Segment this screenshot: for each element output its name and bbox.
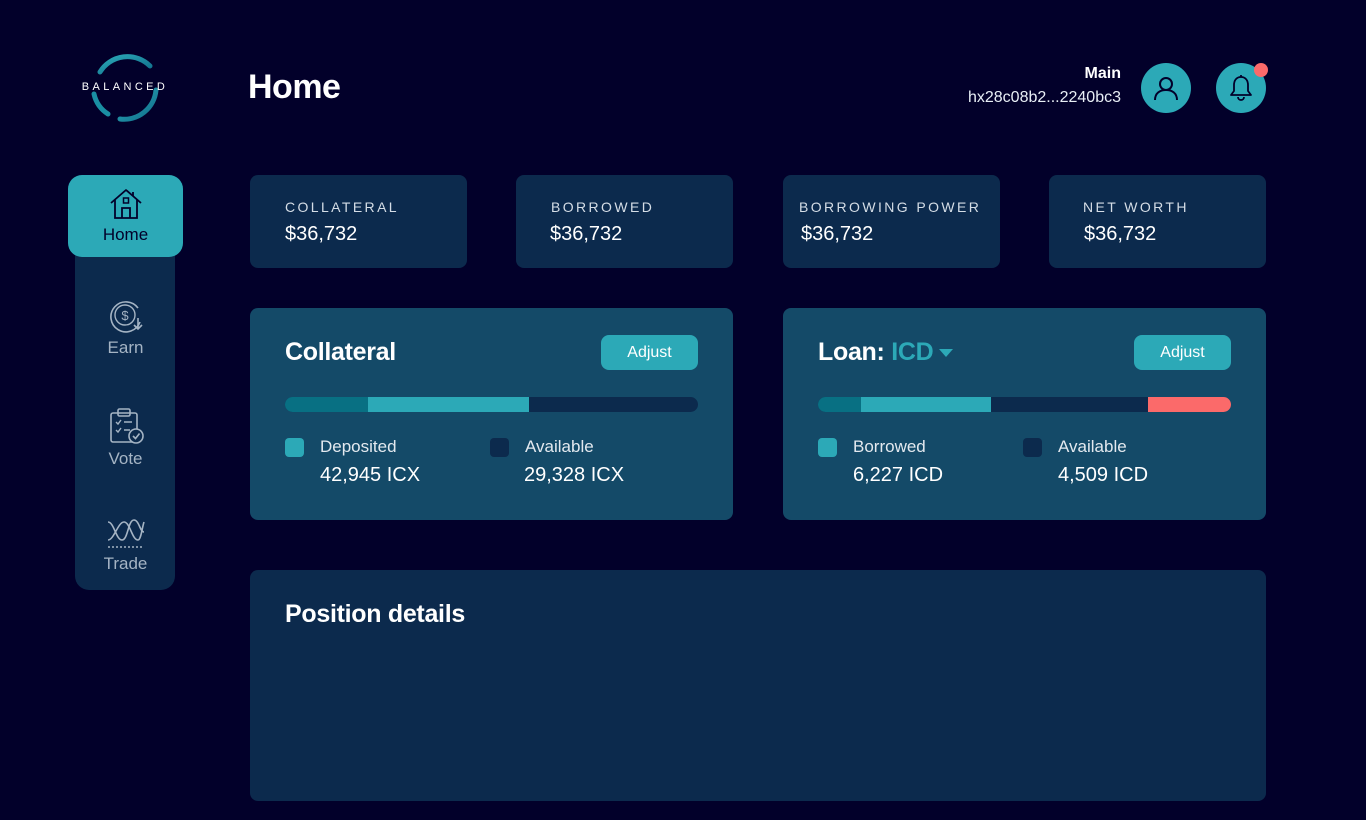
sidebar-item-earn[interactable]: $ Earn xyxy=(68,288,183,368)
stat-label: BORROWING POWER xyxy=(799,199,982,215)
loan-currency: ICD xyxy=(891,338,934,366)
collateral-panel: Collateral Adjust Deposited 42,945 ICX A… xyxy=(250,308,733,520)
page-title: Home xyxy=(248,68,341,106)
loan-currency-select[interactable]: ICD xyxy=(891,338,954,366)
notifications-button[interactable] xyxy=(1216,63,1268,113)
bell-icon xyxy=(1230,75,1252,101)
stat-label: BORROWED xyxy=(551,199,655,215)
legend-swatch xyxy=(490,438,509,457)
legend-label: Available xyxy=(1058,437,1127,456)
loan-title-prefix: Loan: xyxy=(818,338,885,366)
collateral-adjust-button[interactable]: Adjust xyxy=(601,335,698,370)
legend-swatch xyxy=(285,438,304,457)
legend-value: 29,328 ICX xyxy=(524,464,625,486)
wallet-name: Main xyxy=(1084,65,1121,82)
bar-segment xyxy=(861,397,992,412)
vote-icon xyxy=(109,408,144,444)
legend-value: 4,509 ICD xyxy=(1058,464,1149,486)
svg-text:$: $ xyxy=(121,308,129,323)
stat-collateral: COLLATERAL $36,732 xyxy=(250,175,467,268)
logo-ring-icon xyxy=(91,54,159,122)
sidebar-item-vote[interactable]: Vote xyxy=(68,398,183,478)
legend-swatch xyxy=(1023,438,1042,457)
account-button[interactable] xyxy=(1141,63,1191,113)
notification-badge xyxy=(1254,63,1268,77)
caret-down-icon xyxy=(939,349,954,358)
trade-icon xyxy=(107,519,145,548)
loan-adjust-button[interactable]: Adjust xyxy=(1134,335,1231,370)
legend-value: 42,945 ICX xyxy=(320,464,421,486)
position-details-panel: Position details xyxy=(250,570,1266,801)
legend-label: Available xyxy=(525,437,594,456)
logo-text: BALANCED xyxy=(81,81,169,93)
bar-segment xyxy=(367,397,529,412)
panel-title: Collateral xyxy=(285,338,396,366)
loan-progress-bar xyxy=(818,397,1231,412)
sidebar-item-label: Home xyxy=(102,225,149,244)
wallet-info[interactable]: Main hx28c08b2...2240bc3 xyxy=(968,64,1121,109)
sidebar-item-label: Trade xyxy=(103,554,148,573)
wallet-address: hx28c08b2...2240bc3 xyxy=(967,89,1121,106)
sidebar xyxy=(75,210,175,590)
stat-value: $36,732 xyxy=(1084,223,1157,245)
earn-icon: $ xyxy=(109,301,143,333)
panel-title: Position details xyxy=(285,600,465,628)
bar-limit-segment xyxy=(1148,397,1231,412)
stat-value: $36,732 xyxy=(285,223,358,245)
stat-label: NET WORTH xyxy=(1083,199,1189,215)
stat-borrowing-power: BORROWING POWER $36,732 xyxy=(783,175,1000,268)
panel-title: Loan: ICD xyxy=(818,338,954,367)
stat-net-worth: NET WORTH $36,732 xyxy=(1049,175,1266,268)
user-icon xyxy=(1154,77,1178,101)
stat-value: $36,732 xyxy=(801,223,874,245)
bar-segment xyxy=(285,397,368,412)
sidebar-item-label: Earn xyxy=(107,338,144,357)
stat-label: COLLATERAL xyxy=(285,199,399,215)
legend-swatch xyxy=(818,438,837,457)
stat-borrowed: BORROWED $36,732 xyxy=(516,175,733,268)
sidebar-item-home[interactable]: Home xyxy=(68,175,183,257)
home-icon xyxy=(109,189,142,219)
stat-value: $36,732 xyxy=(550,223,623,245)
bar-segment xyxy=(818,397,862,412)
sidebar-item-label: Vote xyxy=(108,449,143,468)
collateral-progress-bar xyxy=(285,397,698,412)
balanced-logo[interactable]: BALANCED xyxy=(72,48,178,128)
legend-value: 6,227 ICD xyxy=(853,464,944,486)
sidebar-item-trade[interactable]: Trade xyxy=(68,505,183,585)
legend-label: Borrowed xyxy=(853,437,926,456)
legend-label: Deposited xyxy=(320,437,397,456)
loan-panel: Loan: ICD Adjust Borrowed 6,227 ICD Avai… xyxy=(783,308,1266,520)
